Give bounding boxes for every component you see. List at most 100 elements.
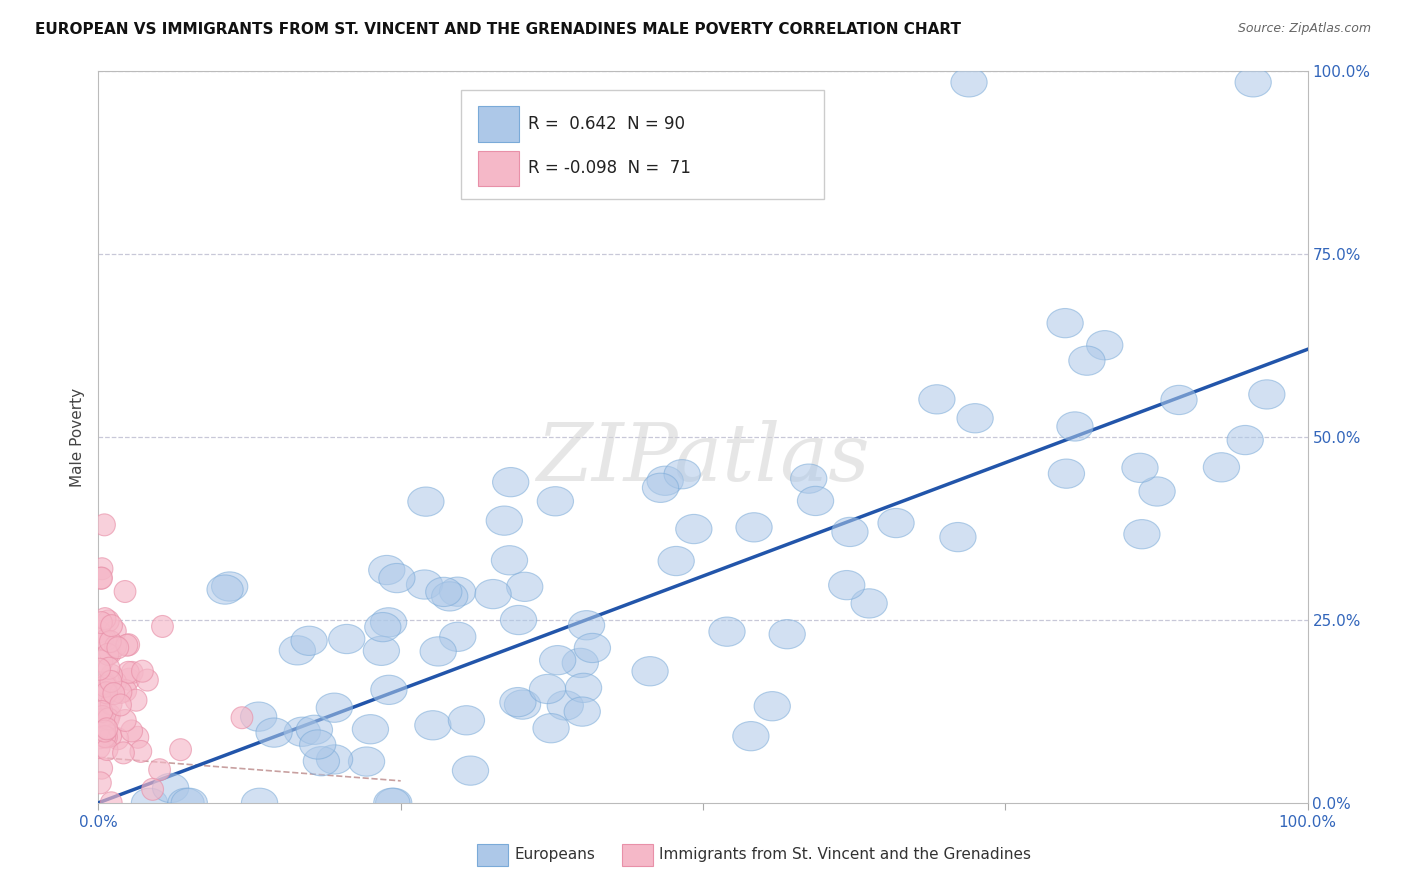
Ellipse shape: [316, 745, 353, 774]
Ellipse shape: [797, 486, 834, 516]
Ellipse shape: [94, 725, 115, 747]
Ellipse shape: [96, 739, 118, 761]
Ellipse shape: [501, 606, 537, 634]
Ellipse shape: [280, 636, 315, 665]
Ellipse shape: [127, 726, 149, 748]
Ellipse shape: [297, 715, 333, 745]
Ellipse shape: [426, 577, 463, 607]
Ellipse shape: [89, 737, 110, 758]
Ellipse shape: [375, 789, 412, 817]
Ellipse shape: [94, 720, 115, 742]
Ellipse shape: [440, 623, 475, 651]
Ellipse shape: [104, 672, 127, 693]
Ellipse shape: [100, 792, 122, 814]
Ellipse shape: [211, 572, 247, 601]
Ellipse shape: [89, 709, 111, 731]
Ellipse shape: [114, 581, 136, 602]
Ellipse shape: [207, 575, 243, 604]
Ellipse shape: [754, 691, 790, 721]
Ellipse shape: [149, 759, 170, 780]
Ellipse shape: [506, 572, 543, 601]
Ellipse shape: [530, 674, 565, 704]
Ellipse shape: [851, 589, 887, 618]
Ellipse shape: [89, 658, 111, 681]
Ellipse shape: [91, 706, 114, 728]
Ellipse shape: [121, 662, 143, 683]
Text: R = -0.098  N =  71: R = -0.098 N = 71: [527, 159, 690, 177]
Ellipse shape: [121, 720, 142, 742]
Ellipse shape: [1049, 459, 1084, 488]
Ellipse shape: [1122, 453, 1159, 483]
Ellipse shape: [1227, 425, 1264, 455]
Ellipse shape: [91, 700, 112, 723]
Ellipse shape: [172, 789, 208, 817]
Ellipse shape: [110, 681, 132, 703]
Ellipse shape: [107, 637, 129, 658]
Ellipse shape: [132, 660, 153, 682]
Ellipse shape: [98, 704, 121, 726]
Ellipse shape: [91, 558, 112, 580]
Ellipse shape: [735, 513, 772, 542]
Ellipse shape: [118, 634, 139, 656]
Ellipse shape: [432, 582, 468, 611]
Ellipse shape: [1249, 380, 1285, 409]
Ellipse shape: [101, 665, 122, 686]
Ellipse shape: [94, 514, 115, 536]
Ellipse shape: [643, 473, 679, 502]
Ellipse shape: [114, 709, 136, 731]
Ellipse shape: [1057, 412, 1092, 441]
Ellipse shape: [790, 464, 827, 493]
Ellipse shape: [136, 669, 159, 691]
Ellipse shape: [94, 673, 117, 695]
Ellipse shape: [769, 620, 806, 648]
Ellipse shape: [939, 523, 976, 552]
Ellipse shape: [733, 722, 769, 751]
Ellipse shape: [568, 611, 605, 640]
Ellipse shape: [658, 547, 695, 575]
Ellipse shape: [105, 635, 127, 657]
Ellipse shape: [167, 789, 204, 817]
Ellipse shape: [1234, 68, 1271, 97]
Ellipse shape: [91, 650, 112, 673]
Ellipse shape: [918, 384, 955, 414]
Ellipse shape: [950, 68, 987, 97]
Ellipse shape: [475, 580, 512, 608]
Ellipse shape: [1047, 309, 1083, 338]
Ellipse shape: [115, 680, 136, 702]
Ellipse shape: [97, 610, 120, 632]
Ellipse shape: [125, 690, 148, 711]
Ellipse shape: [96, 726, 117, 748]
Ellipse shape: [152, 615, 173, 638]
Ellipse shape: [96, 718, 118, 739]
Ellipse shape: [94, 607, 115, 630]
Ellipse shape: [664, 459, 700, 489]
Ellipse shape: [90, 772, 111, 794]
FancyBboxPatch shape: [478, 151, 519, 186]
Ellipse shape: [231, 706, 253, 729]
Ellipse shape: [877, 508, 914, 538]
Ellipse shape: [104, 620, 127, 642]
Ellipse shape: [491, 546, 527, 575]
Ellipse shape: [256, 718, 292, 747]
Ellipse shape: [98, 657, 120, 679]
Ellipse shape: [1139, 477, 1175, 506]
Text: Source: ZipAtlas.com: Source: ZipAtlas.com: [1237, 22, 1371, 36]
Ellipse shape: [828, 571, 865, 599]
FancyBboxPatch shape: [461, 90, 824, 200]
Ellipse shape: [492, 467, 529, 497]
Ellipse shape: [499, 688, 536, 717]
Ellipse shape: [152, 773, 188, 803]
Ellipse shape: [170, 739, 191, 761]
Ellipse shape: [349, 747, 385, 776]
Ellipse shape: [103, 682, 125, 705]
Ellipse shape: [1087, 331, 1123, 359]
Ellipse shape: [115, 634, 138, 657]
Ellipse shape: [709, 617, 745, 647]
Ellipse shape: [89, 687, 111, 709]
Ellipse shape: [96, 679, 118, 701]
Ellipse shape: [1161, 385, 1197, 415]
Ellipse shape: [370, 607, 406, 637]
Ellipse shape: [304, 747, 339, 776]
Ellipse shape: [94, 687, 115, 708]
Ellipse shape: [1069, 346, 1105, 376]
